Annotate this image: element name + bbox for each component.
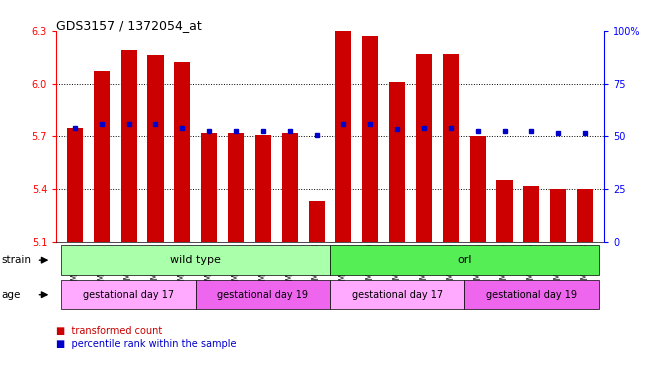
Bar bbox=[282, 133, 298, 242]
Bar bbox=[61, 280, 196, 310]
Text: orl: orl bbox=[457, 255, 471, 265]
Bar bbox=[550, 189, 566, 242]
Bar bbox=[330, 280, 464, 310]
Bar bbox=[577, 189, 593, 242]
Text: GDS3157 / 1372054_at: GDS3157 / 1372054_at bbox=[56, 19, 202, 32]
Bar bbox=[496, 180, 513, 242]
Text: ■  percentile rank within the sample: ■ percentile rank within the sample bbox=[56, 339, 236, 349]
Text: wild type: wild type bbox=[170, 255, 221, 265]
Bar bbox=[523, 185, 539, 242]
Bar bbox=[196, 280, 330, 310]
Bar bbox=[228, 133, 244, 242]
Text: ■  transformed count: ■ transformed count bbox=[56, 326, 162, 336]
Bar bbox=[147, 55, 164, 242]
Bar bbox=[470, 136, 486, 242]
Text: age: age bbox=[1, 290, 20, 300]
Text: gestational day 19: gestational day 19 bbox=[217, 290, 308, 300]
Bar bbox=[174, 62, 190, 242]
Text: strain: strain bbox=[1, 255, 31, 265]
Bar bbox=[255, 134, 271, 242]
Bar bbox=[201, 133, 217, 242]
Bar bbox=[61, 245, 330, 275]
Bar bbox=[464, 280, 599, 310]
Bar bbox=[416, 54, 432, 242]
Bar bbox=[362, 36, 378, 242]
Bar bbox=[121, 50, 137, 242]
Bar bbox=[67, 127, 83, 242]
Text: gestational day 19: gestational day 19 bbox=[486, 290, 577, 300]
Bar bbox=[389, 82, 405, 242]
Bar bbox=[94, 71, 110, 242]
Text: gestational day 17: gestational day 17 bbox=[83, 290, 174, 300]
Bar bbox=[335, 29, 352, 242]
Text: gestational day 17: gestational day 17 bbox=[352, 290, 443, 300]
Bar bbox=[330, 245, 599, 275]
Bar bbox=[443, 54, 459, 242]
Bar bbox=[308, 202, 325, 242]
